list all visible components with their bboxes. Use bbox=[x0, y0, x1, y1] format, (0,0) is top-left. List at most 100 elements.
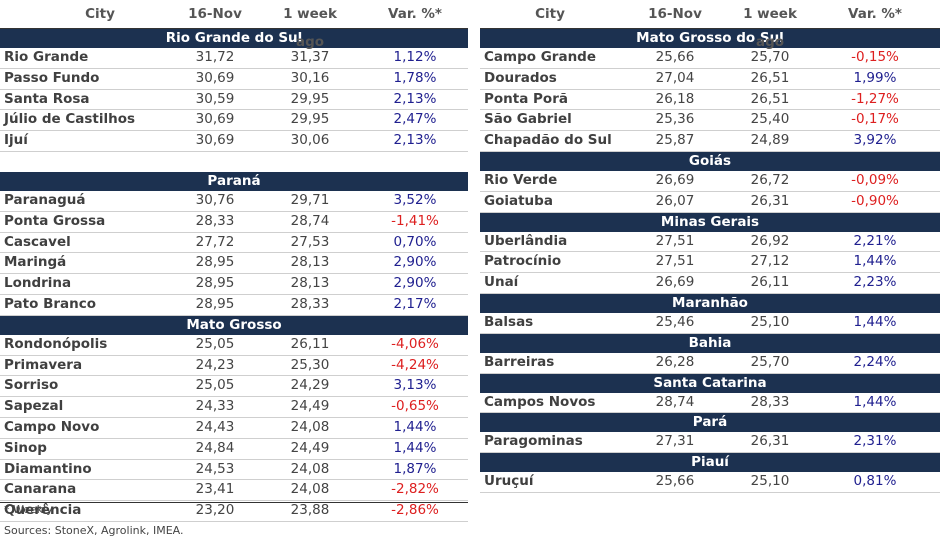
region-header: Mato Grosso do Sul bbox=[480, 29, 940, 48]
table-row: Balsas 25,46 25,10 1,44% bbox=[480, 313, 940, 334]
table-row: Querência 23,20 23,88 -2,86% bbox=[0, 501, 468, 522]
price-week-ago: 27,53 bbox=[290, 233, 330, 250]
table-row: Diamantino 24,53 24,08 1,87% bbox=[0, 460, 468, 481]
price-week-ago: 28,74 bbox=[290, 212, 330, 229]
price-current: 24,43 bbox=[195, 418, 235, 435]
left-table-body: Rio Grande do Sul Rio Grande 31,72 31,37 1,1… bbox=[0, 29, 468, 522]
table-row: Rio Verde 26,69 26,72 -0,09% bbox=[480, 171, 940, 192]
price-variation: 2,13% bbox=[393, 132, 437, 149]
price-current: 25,87 bbox=[655, 132, 695, 149]
price-current: 30,59 bbox=[195, 90, 235, 107]
price-variation: 1,44% bbox=[853, 393, 897, 410]
price-week-ago: 24,49 bbox=[290, 398, 330, 415]
city-name: Rio Grande bbox=[4, 49, 89, 65]
price-week-ago: 31,37 bbox=[290, 49, 330, 65]
price-week-ago: 26,72 bbox=[750, 171, 790, 188]
table-row: Campos Novos 28,74 28,33 1,44% bbox=[480, 393, 940, 414]
price-current: 26,69 bbox=[655, 274, 695, 291]
city-name: Campo Grande bbox=[484, 49, 597, 65]
price-current: 30,69 bbox=[195, 69, 235, 86]
city-name: Sinop bbox=[4, 439, 47, 456]
region-header: Goiás bbox=[480, 151, 940, 171]
column-variation: Var. %* bbox=[848, 6, 902, 22]
price-current: 26,07 bbox=[655, 192, 695, 209]
city-name: Ijuí bbox=[4, 132, 28, 149]
price-variation: 2,90% bbox=[393, 254, 437, 271]
city-name: Unaí bbox=[484, 274, 519, 291]
price-variation: 1,44% bbox=[853, 313, 897, 330]
city-name: Barreiras bbox=[484, 353, 555, 370]
price-current: 28,74 bbox=[655, 393, 695, 410]
sources-note: Sources: StoneX, Agrolink, IMEA. bbox=[4, 524, 184, 537]
city-name: Patrocínio bbox=[484, 253, 562, 270]
price-variation: 2,13% bbox=[393, 90, 437, 107]
price-week-ago: 26,11 bbox=[750, 274, 790, 291]
section-spacer bbox=[0, 152, 468, 172]
right-table-body: Mato Grosso do Sul Campo Grande 25,66 25,70… bbox=[480, 29, 940, 493]
city-name: Diamantino bbox=[4, 460, 92, 477]
price-week-ago: 30,16 bbox=[290, 69, 330, 86]
city-name: Canarana bbox=[4, 481, 77, 498]
table-row: Rio Grande 31,72 31,37 1,12% bbox=[0, 48, 468, 69]
city-name: Pato Branco bbox=[4, 295, 97, 312]
region-header: Mato Grosso bbox=[0, 315, 468, 335]
price-current: 31,72 bbox=[195, 49, 235, 65]
price-week-ago: 26,92 bbox=[750, 232, 790, 249]
region-header: Minas Gerais bbox=[480, 212, 940, 232]
price-variation: 1,99% bbox=[853, 69, 897, 86]
price-week-ago: 25,40 bbox=[750, 111, 790, 128]
column-date: 16-Nov bbox=[648, 6, 702, 22]
price-variation: -1,27% bbox=[851, 90, 899, 107]
table-row: Canarana 23,41 24,08 -2,82% bbox=[0, 480, 468, 502]
city-name: Maringá bbox=[4, 254, 67, 271]
table-row: Unaí 26,69 26,11 2,23% bbox=[480, 273, 940, 294]
price-current: 27,51 bbox=[655, 232, 695, 249]
city-name: Londrina bbox=[4, 275, 72, 292]
price-week-ago: 26,51 bbox=[750, 90, 790, 107]
price-variation: 3,13% bbox=[393, 377, 437, 394]
price-variation: -1,41% bbox=[391, 212, 439, 229]
price-variation: 1,12% bbox=[393, 49, 437, 65]
price-variation: 2,90% bbox=[393, 275, 437, 292]
city-name: Júlio de Castilhos bbox=[4, 111, 136, 128]
region-header: Pará bbox=[480, 413, 940, 433]
price-current: 27,31 bbox=[655, 433, 695, 450]
city-name: Cascavel bbox=[4, 233, 71, 250]
price-current: 27,51 bbox=[655, 253, 695, 270]
price-week-ago: 24,29 bbox=[290, 377, 330, 394]
price-week-ago: 25,10 bbox=[750, 313, 790, 330]
price-variation: -2,86% bbox=[391, 502, 439, 519]
price-current: 25,05 bbox=[195, 335, 235, 352]
city-name: Goiatuba bbox=[484, 192, 553, 209]
table-row: Chapadão do Sul 25,87 24,89 3,92% bbox=[480, 131, 940, 152]
table-row: Maringá 28,95 28,13 2,90% bbox=[0, 253, 468, 275]
price-current: 30,69 bbox=[195, 132, 235, 149]
price-current: 25,05 bbox=[195, 377, 235, 394]
table-row: Paragominas 27,31 26,31 2,31% bbox=[480, 432, 940, 454]
price-variation: 3,52% bbox=[393, 191, 437, 208]
table-row: Pato Branco 28,95 28,33 2,17% bbox=[0, 295, 468, 316]
price-week-ago: 30,06 bbox=[290, 132, 330, 149]
price-current: 24,53 bbox=[195, 460, 235, 477]
price-variation: 0,81% bbox=[853, 473, 897, 490]
table-row: Ponta Grossa 28,33 28,74 -1,41% bbox=[0, 212, 468, 233]
price-week-ago: 29,95 bbox=[290, 111, 330, 128]
price-week-ago: 27,12 bbox=[750, 253, 790, 270]
table-row: Primavera 24,23 25,30 -4,24% bbox=[0, 356, 468, 377]
price-current: 28,95 bbox=[195, 275, 235, 292]
price-week-ago: 24,08 bbox=[290, 481, 330, 498]
price-week-ago: 24,49 bbox=[290, 439, 330, 456]
table-bottom-divider bbox=[0, 502, 468, 503]
price-current: 26,28 bbox=[655, 353, 695, 370]
region-header: Paraná bbox=[0, 171, 468, 191]
price-variation: 1,44% bbox=[393, 439, 437, 456]
price-week-ago: 29,71 bbox=[290, 191, 330, 208]
city-name: Sapezal bbox=[4, 398, 64, 415]
city-name: Dourados bbox=[484, 69, 557, 86]
region-header: Piauí bbox=[480, 453, 940, 473]
city-name: Campo Novo bbox=[4, 418, 100, 435]
column-week-ago: 1 week ago bbox=[283, 6, 337, 50]
region-header: Bahia bbox=[480, 333, 940, 353]
price-current: 26,18 bbox=[655, 90, 695, 107]
table-row: Dourados 27,04 26,51 1,99% bbox=[480, 69, 940, 90]
